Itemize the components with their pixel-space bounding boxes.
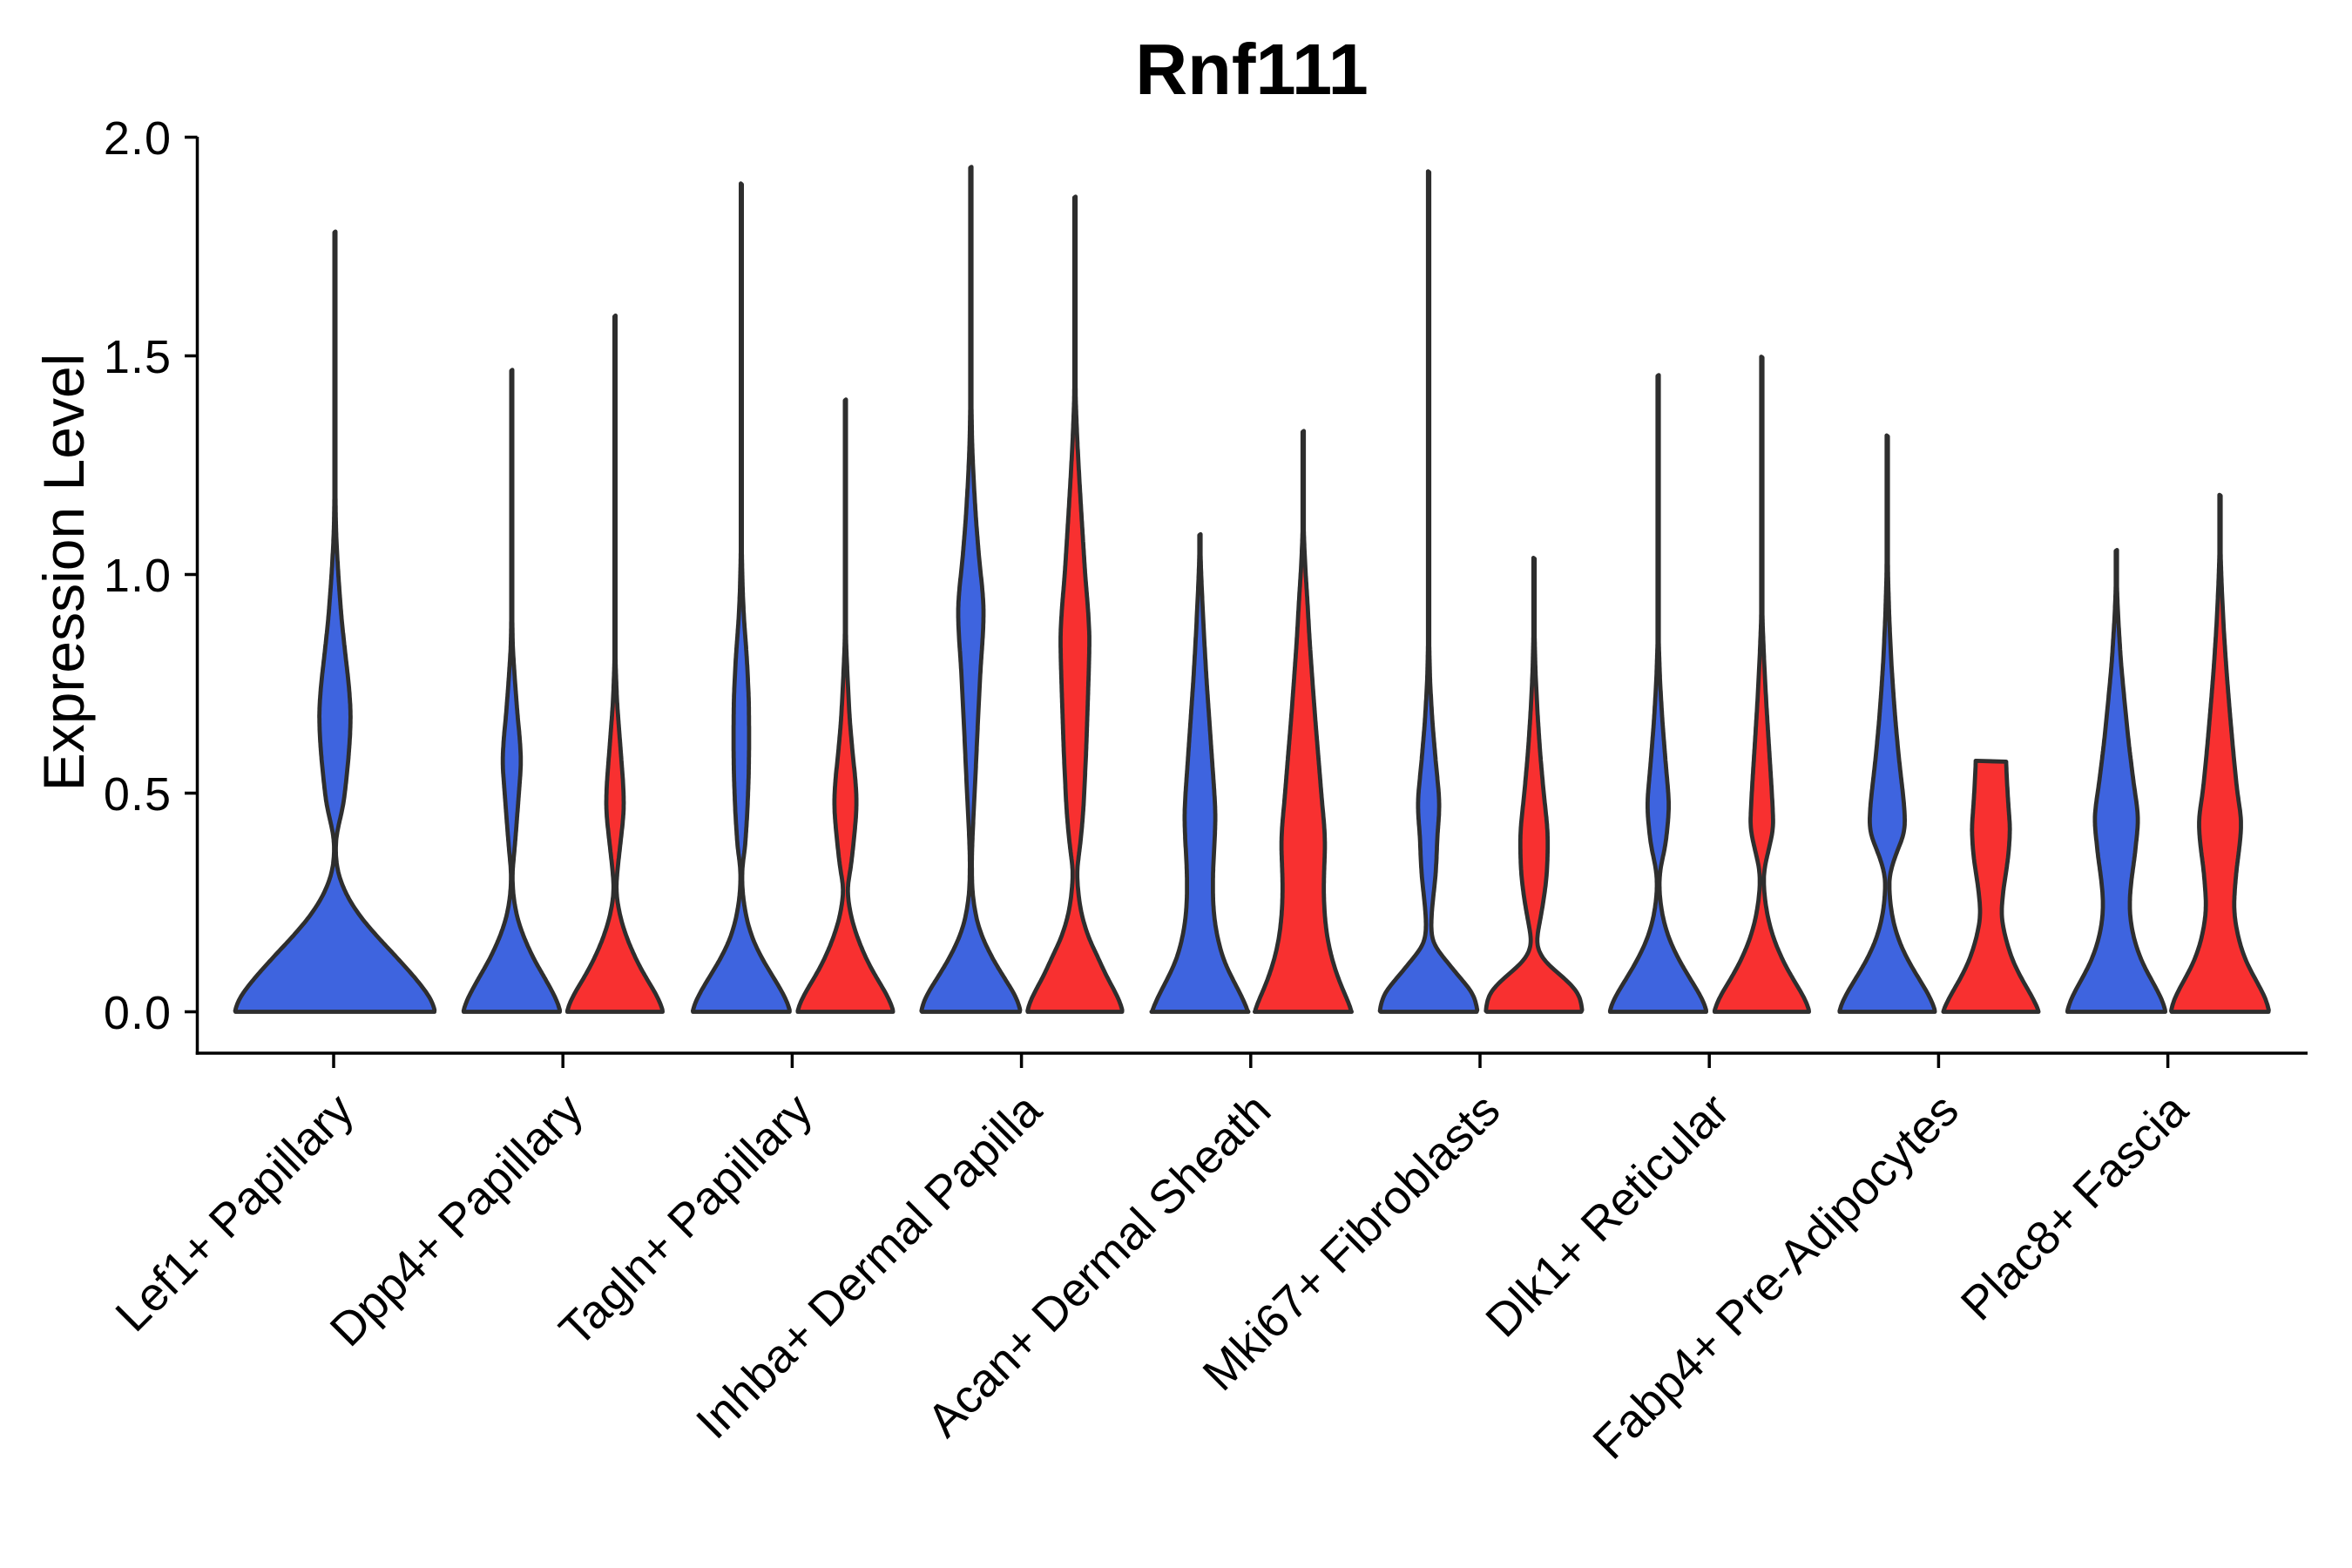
svg-text:0.5: 0.5 bbox=[104, 768, 172, 821]
svg-text:2.0: 2.0 bbox=[104, 112, 172, 165]
svg-text:Expression Level: Expression Level bbox=[31, 354, 96, 792]
svg-text:0.0: 0.0 bbox=[104, 987, 172, 1039]
svg-text:1.5: 1.5 bbox=[104, 331, 172, 383]
svg-text:Rnf111: Rnf111 bbox=[1135, 29, 1369, 110]
svg-text:1.0: 1.0 bbox=[104, 550, 172, 602]
